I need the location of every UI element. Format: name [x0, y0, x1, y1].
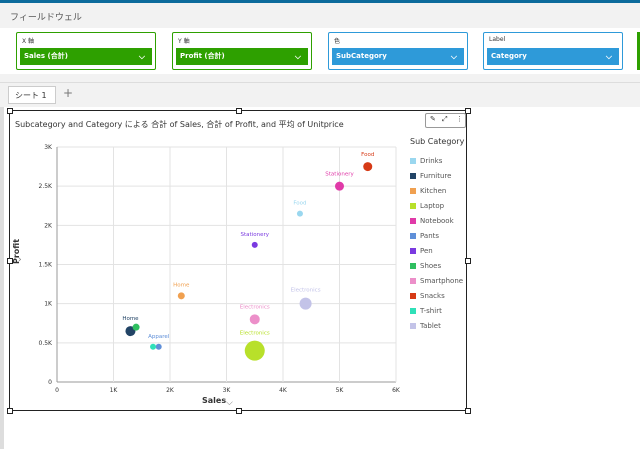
well-label: Y 軸	[178, 38, 190, 45]
edit-icon[interactable]: ✎	[430, 115, 436, 123]
legend-swatch	[410, 203, 416, 209]
resize-handle[interactable]	[7, 108, 13, 114]
legend-label: Furniture	[420, 172, 452, 180]
well-label: X 軸	[22, 38, 35, 45]
pill-label: Profit (合計)	[180, 52, 225, 60]
well-y-axis[interactable]: Y 軸 Profit (合計) ⌵	[172, 32, 312, 70]
legend-label: Drinks	[420, 157, 443, 165]
pill-label: Category	[491, 52, 527, 60]
well-x-axis[interactable]: X 軸 Sales (合計) ⌵	[16, 32, 156, 70]
resize-handle[interactable]	[465, 408, 471, 414]
chevron-down-icon[interactable]: ⌵	[450, 52, 457, 61]
resize-handle[interactable]	[7, 408, 13, 414]
legend-label: Laptop	[420, 202, 445, 210]
legend-label: Snacks	[420, 292, 445, 300]
legend-title: Sub Category	[410, 137, 465, 146]
well-label-field[interactable]: Label Category ⌵	[483, 32, 623, 70]
legend-swatch	[410, 173, 416, 179]
pill-label: SubCategory	[336, 52, 387, 60]
legend-label: Pants	[420, 232, 440, 240]
legend-swatch	[410, 158, 416, 164]
legend-swatch	[410, 323, 416, 329]
visual-toolbar: ✎ ⤢ ⋮	[425, 113, 466, 128]
fieldwell-bar: X 軸 Sales (合計) ⌵ Y 軸 Profit (合計) ⌵ 色 Sub…	[0, 28, 640, 74]
x-axis-label[interactable]: Sales	[202, 396, 227, 405]
sheet-bar: シート 1 ⌄ +	[0, 83, 640, 118]
legend-label: Tablet	[420, 322, 441, 330]
well-label: Label	[489, 36, 506, 43]
chevron-down-icon[interactable]: ⌵	[226, 398, 233, 408]
legend-label: T-shirt	[420, 307, 442, 315]
legend-swatch	[410, 188, 416, 194]
well-partial[interactable]	[637, 32, 640, 70]
legend-label: Pen	[420, 247, 433, 255]
left-edge	[0, 107, 4, 449]
divider	[0, 82, 640, 83]
add-sheet-icon[interactable]: +	[63, 86, 74, 100]
field-pill-sales[interactable]: Sales (合計) ⌵	[20, 48, 152, 65]
chevron-down-icon[interactable]: ⌵	[294, 52, 301, 61]
resize-handle[interactable]	[465, 258, 471, 264]
legend-swatch	[410, 263, 416, 269]
legend-swatch	[410, 233, 416, 239]
legend-label: Notebook	[420, 217, 454, 225]
resize-handle[interactable]	[236, 408, 242, 414]
resize-handle[interactable]	[7, 258, 13, 264]
fieldwell-title: フィールドウェル	[10, 13, 82, 23]
more-options-icon[interactable]: ⋮	[456, 115, 463, 123]
visual-container[interactable]	[9, 110, 467, 411]
legend-label: Shoes	[420, 262, 442, 270]
visual-title: Subcategory and Category による 合計 of Sales…	[15, 120, 344, 129]
field-pill-profit[interactable]: Profit (合計) ⌵	[176, 48, 308, 65]
chevron-icon[interactable]: ›	[18, 255, 22, 265]
well-color[interactable]: 色 SubCategory ⌵	[328, 32, 468, 70]
well-label: 色	[334, 38, 341, 45]
resize-handle[interactable]	[236, 108, 242, 114]
resize-handle[interactable]	[465, 108, 471, 114]
field-pill-subcategory[interactable]: SubCategory ⌵	[332, 48, 464, 65]
chevron-down-icon[interactable]: ⌵	[605, 52, 612, 61]
top-accent-bar	[0, 0, 640, 3]
field-pill-category[interactable]: Category ⌵	[487, 48, 619, 65]
legend-swatch	[410, 308, 416, 314]
chevron-down-icon[interactable]: ⌵	[138, 52, 145, 61]
legend-swatch	[410, 248, 416, 254]
legend-label: Kitchen	[420, 187, 447, 195]
legend-label: Smartphone	[420, 277, 464, 285]
legend-swatch	[410, 218, 416, 224]
expand-icon[interactable]: ⤢	[442, 115, 448, 123]
legend-swatch	[410, 293, 416, 299]
legend-swatch	[410, 278, 416, 284]
tab-sheet-1[interactable]: シート 1 ⌄	[8, 86, 56, 118]
pill-label: Sales (合計)	[24, 52, 68, 60]
